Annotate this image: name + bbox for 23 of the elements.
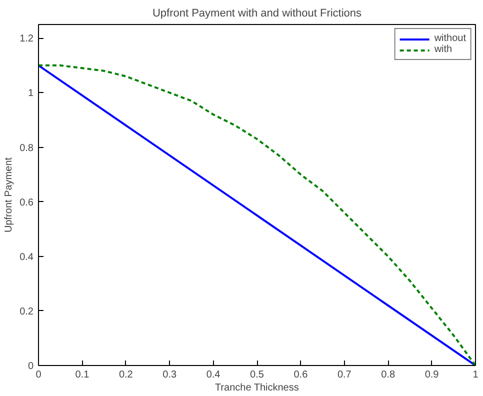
x-tick-label: 0.8 [381, 370, 396, 380]
x-tick-label: 0.6 [294, 370, 308, 380]
y-tick-label: 0 [28, 361, 34, 372]
x-tick-label: 0.3 [162, 370, 177, 380]
x-tick-label: 0 [36, 370, 42, 380]
y-tick-label: 0.2 [20, 306, 34, 318]
x-tick-label: 0.1 [75, 370, 90, 380]
x-tick-label: 0.5 [250, 370, 264, 380]
y-tick-label: 0.8 [20, 142, 34, 154]
x-axis-title: Tranche Thickness [214, 382, 299, 394]
y-tick-label: 0.6 [20, 197, 34, 208]
legend-label: with [434, 44, 454, 55]
x-tick-label: 0.2 [118, 370, 134, 380]
x-tick-label: 0.7 [337, 370, 352, 380]
y-tick-label: 1.2 [20, 34, 34, 45]
x-tick-label: 1 [472, 370, 479, 380]
y-tick-label: 0.4 [20, 252, 34, 263]
y-axis-title: Upfront Payment [4, 157, 15, 233]
x-tick-label: 0.9 [424, 370, 440, 380]
chart-title: Upfront Payment with and without Frictions [152, 8, 362, 20]
x-tick-label: 0.4 [206, 370, 221, 380]
legend-label: without [434, 33, 466, 44]
y-tick-label: 1 [28, 88, 34, 100]
